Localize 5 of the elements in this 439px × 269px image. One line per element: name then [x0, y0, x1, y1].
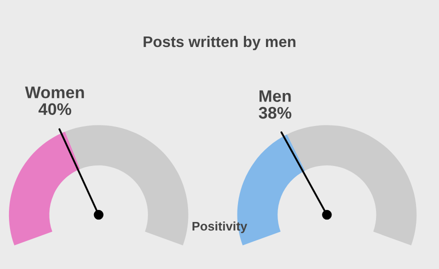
text: Posts written by men: [144, 36, 296, 50]
data-label: 40%: [38, 103, 72, 116]
slice-label: Women: [25, 86, 84, 98]
slice-label: Men: [260, 90, 291, 102]
data-label: 38%: [258, 106, 292, 119]
